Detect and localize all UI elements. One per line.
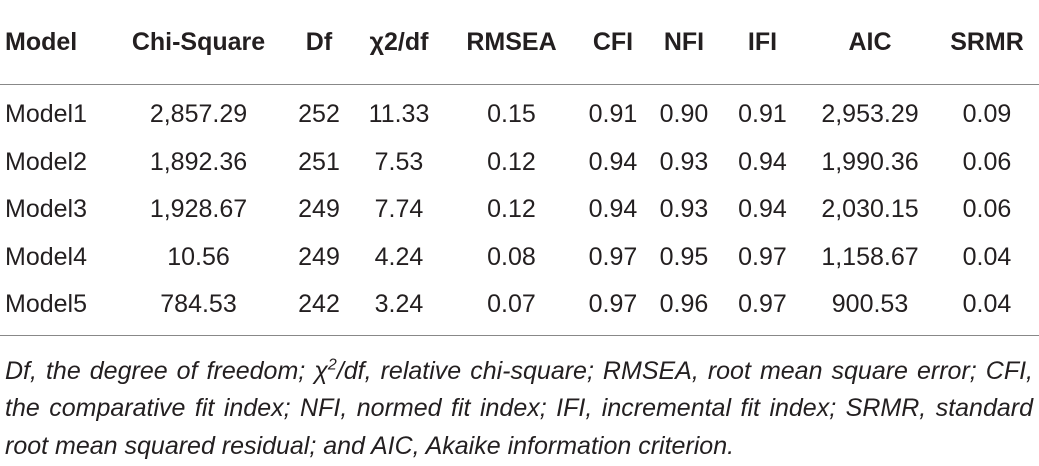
header-cell: SRMR — [935, 0, 1039, 85]
header-cell: RMSEA — [445, 0, 578, 85]
table-body: Model1 2,857.29 252 11.33 0.15 0.91 0.90 0.91 2,… — [0, 85, 1039, 336]
table-cell: 1,990.36 — [821, 147, 919, 176]
table-cell: 0.15 — [487, 100, 536, 129]
header-cell: CFI — [578, 0, 648, 85]
table-cell: 0.94 — [588, 147, 638, 176]
table-cell: 0.08 — [487, 242, 536, 271]
table-cell: 242 — [285, 281, 353, 336]
table-cell: 1,892.36 — [149, 147, 248, 176]
table-row: Model4 10.56 249 4.24 0.08 0.97 0.95 0.97 1,158.… — [0, 234, 1039, 282]
table-cell: 0.06 — [962, 147, 1012, 176]
table-cell: 0.97 — [738, 242, 787, 271]
table-cell: 0.94 — [738, 195, 787, 224]
table-cell: 0.93 — [659, 147, 709, 176]
table-cell: 11.33 — [368, 100, 430, 129]
footnote-text: /df, relative chi-square; RMSEA, root me… — [5, 356, 1033, 460]
table-cell: 0.95 — [659, 242, 709, 271]
table-cell: Model1 — [5, 100, 87, 129]
table-cell: 0.07 — [445, 281, 578, 336]
table-cell: 249 — [298, 242, 340, 271]
table-cell: 0.91 — [738, 100, 787, 129]
table-cell: 0.97 — [588, 242, 638, 271]
table-cell: Model4 — [5, 242, 87, 271]
table-cell: 784.53 — [112, 281, 285, 336]
table-cell: 0.94 — [588, 195, 638, 224]
table-cell: 2,953.29 — [821, 100, 919, 129]
footnote-superscript: 2 — [327, 356, 337, 374]
table-cell: 0.93 — [659, 195, 709, 224]
table-cell: 0.12 — [487, 147, 536, 176]
table-cell: Model3 — [5, 195, 87, 224]
table-cell: 249 — [298, 195, 340, 224]
header-cell: NFI — [648, 0, 720, 85]
table-cell: 10.56 — [167, 242, 230, 271]
table-row: Model2 1,892.36 251 7.53 0.12 0.94 0.93 0.94 1,9… — [0, 139, 1039, 187]
table-cell: Model5 — [0, 281, 112, 336]
table-cell: 4.24 — [374, 242, 424, 271]
fit-table: Model Chi-Square Df χ2/df RMSEA CFI NFI IFI AIC S… — [0, 0, 1039, 336]
table-cell: 0.09 — [962, 100, 1012, 129]
table-cell: 1,158.67 — [821, 242, 919, 271]
table-cell: 0.06 — [962, 195, 1012, 224]
table-row: Model1 2,857.29 252 11.33 0.15 0.91 0.90 0.91 2,… — [0, 85, 1039, 139]
table-cell: 7.74 — [374, 195, 424, 224]
header-cell: Chi-Square — [112, 0, 285, 85]
header-cell: IFI — [720, 0, 805, 85]
table-cell: 0.12 — [487, 195, 536, 224]
footnote-text: Df, the degree of freedom; χ — [5, 356, 328, 385]
table-cell: 0.94 — [738, 147, 787, 176]
footnote: Df, the degree of freedom; χ2/df, relati… — [0, 336, 1039, 466]
table-cell: Model2 — [5, 147, 87, 176]
table-cell: 900.53 — [805, 281, 935, 336]
header-cell: χ2/df — [353, 0, 445, 85]
table-header: Model Chi-Square Df χ2/df RMSEA CFI NFI IFI AIC S… — [0, 0, 1039, 85]
table-row: Model5 784.53 242 3.24 0.07 0.97 0.96 0.97 900.5… — [0, 281, 1039, 336]
table-cell: 0.04 — [962, 242, 1012, 271]
header-cell: AIC — [805, 0, 935, 85]
header-cell: Df — [285, 0, 353, 85]
table-cell: 0.04 — [935, 281, 1039, 336]
header-cell: Model — [0, 0, 112, 85]
table-cell: 7.53 — [374, 147, 424, 176]
table-cell: 0.91 — [588, 100, 638, 129]
table-cell: 3.24 — [353, 281, 445, 336]
table-cell: 0.90 — [659, 100, 709, 129]
table-cell: 2,030.15 — [821, 195, 919, 224]
table-cell: 2,857.29 — [149, 100, 248, 129]
table-row: Model3 1,928.67 249 7.74 0.12 0.94 0.93 0.94 2,0… — [0, 186, 1039, 234]
header-row: Model Chi-Square Df χ2/df RMSEA CFI NFI IFI AIC S… — [0, 0, 1039, 85]
table-cell: 252 — [298, 100, 340, 129]
table-cell: 0.97 — [578, 281, 648, 336]
table-cell: 0.97 — [720, 281, 805, 336]
table-cell: 1,928.67 — [149, 195, 248, 224]
table-cell: 0.96 — [648, 281, 720, 336]
table-cell: 251 — [298, 147, 340, 176]
